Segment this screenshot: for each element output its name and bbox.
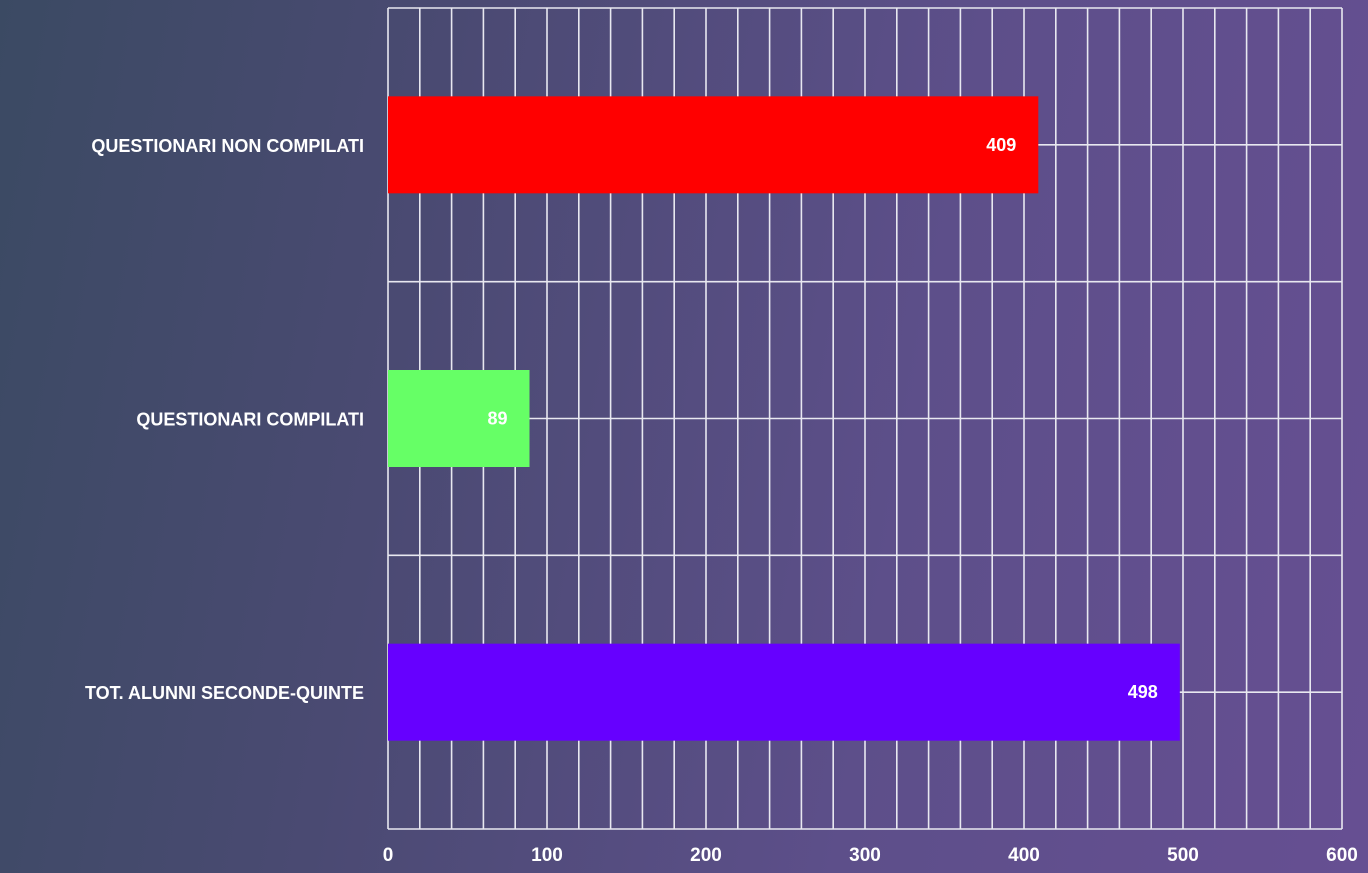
x-tick-label: 200 [690, 845, 722, 866]
x-tick-label: 600 [1326, 845, 1358, 866]
data-label: 498 [1128, 682, 1158, 702]
category-label: QUESTIONARI COMPILATI [136, 410, 364, 430]
data-label: 89 [487, 409, 507, 429]
data-label: 409 [986, 135, 1016, 155]
bar [388, 96, 1039, 194]
category-label: QUESTIONARI NON COMPILATI [91, 136, 364, 156]
x-tick-label: 300 [849, 845, 881, 866]
x-tick-label: 500 [1167, 845, 1199, 866]
category-label: TOT. ALUNNI SECONDE-QUINTE [85, 683, 364, 703]
labels: QUESTIONARI NON COMPILATI 409 QUESTIONARI … [85, 135, 1358, 866]
bars [388, 96, 1180, 741]
x-tick-label: 400 [1008, 845, 1040, 866]
bar [388, 370, 530, 467]
x-tick-label: 100 [531, 845, 563, 866]
x-tick-label: 0 [383, 845, 394, 866]
bar [388, 643, 1180, 741]
